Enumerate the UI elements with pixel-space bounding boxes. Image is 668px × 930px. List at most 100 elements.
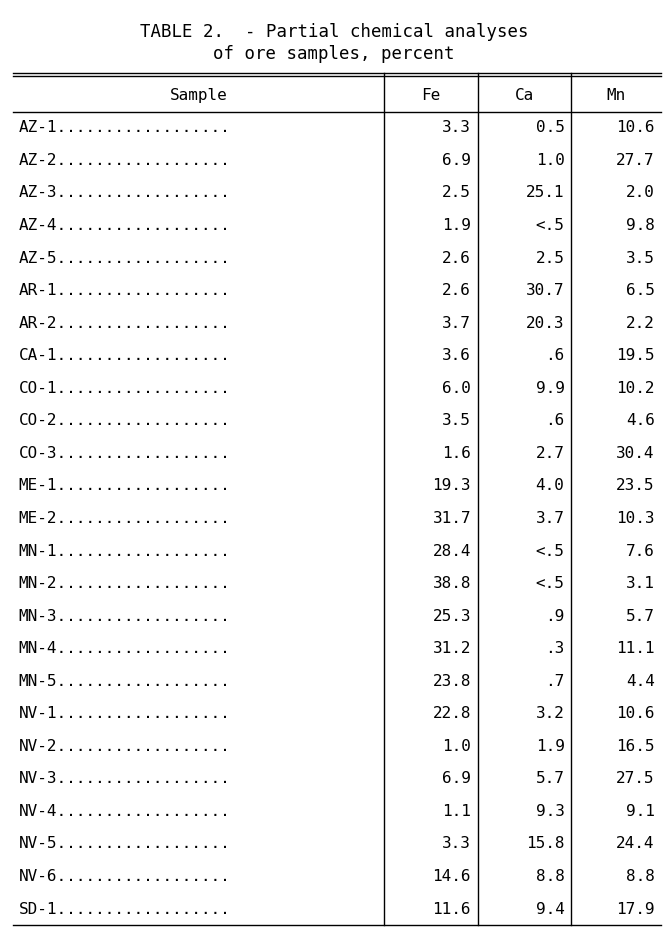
Text: 25.1: 25.1 — [526, 185, 564, 201]
Text: 3.5: 3.5 — [442, 413, 471, 429]
Text: NV-4..................: NV-4.................. — [19, 804, 230, 819]
Text: 5.7: 5.7 — [536, 771, 564, 787]
Text: 19.3: 19.3 — [432, 478, 471, 494]
Text: 9.9: 9.9 — [536, 380, 564, 396]
Text: AZ-4..................: AZ-4.................. — [19, 218, 230, 233]
Text: Mn: Mn — [607, 87, 626, 103]
Text: ME-2..................: ME-2.................. — [19, 511, 230, 526]
Text: CO-2..................: CO-2.................. — [19, 413, 230, 429]
Text: 11.1: 11.1 — [616, 641, 655, 657]
Text: <.5: <.5 — [536, 576, 564, 591]
Text: 24.4: 24.4 — [616, 836, 655, 852]
Text: 7.6: 7.6 — [626, 543, 655, 559]
Text: 28.4: 28.4 — [432, 543, 471, 559]
Text: MN-2..................: MN-2.................. — [19, 576, 230, 591]
Text: 14.6: 14.6 — [432, 869, 471, 884]
Text: 30.4: 30.4 — [616, 445, 655, 461]
Text: 2.0: 2.0 — [626, 185, 655, 201]
Text: 30.7: 30.7 — [526, 283, 564, 299]
Text: 23.5: 23.5 — [616, 478, 655, 494]
Text: .7: .7 — [545, 673, 564, 689]
Text: MN-1..................: MN-1.................. — [19, 543, 230, 559]
Text: 2.7: 2.7 — [536, 445, 564, 461]
Text: 4.4: 4.4 — [626, 673, 655, 689]
Text: AZ-1..................: AZ-1.................. — [19, 120, 230, 136]
Text: 6.0: 6.0 — [442, 380, 471, 396]
Text: 10.6: 10.6 — [616, 120, 655, 136]
Text: 16.5: 16.5 — [616, 738, 655, 754]
Text: .6: .6 — [545, 348, 564, 364]
Text: NV-5..................: NV-5.................. — [19, 836, 230, 852]
Text: 17.9: 17.9 — [616, 901, 655, 917]
Text: 9.3: 9.3 — [536, 804, 564, 819]
Text: 3.3: 3.3 — [442, 120, 471, 136]
Text: ME-1..................: ME-1.................. — [19, 478, 230, 494]
Text: Ca: Ca — [515, 87, 534, 103]
Text: NV-3..................: NV-3.................. — [19, 771, 230, 787]
Text: 9.1: 9.1 — [626, 804, 655, 819]
Text: 38.8: 38.8 — [432, 576, 471, 591]
Text: CA-1..................: CA-1.................. — [19, 348, 230, 364]
Text: AR-2..................: AR-2.................. — [19, 315, 230, 331]
Text: <.5: <.5 — [536, 543, 564, 559]
Text: 1.1: 1.1 — [442, 804, 471, 819]
Text: 3.5: 3.5 — [626, 250, 655, 266]
Text: MN-5..................: MN-5.................. — [19, 673, 230, 689]
Text: Sample: Sample — [170, 87, 228, 103]
Text: 1.6: 1.6 — [442, 445, 471, 461]
Text: 8.8: 8.8 — [626, 869, 655, 884]
Text: CO-3..................: CO-3.................. — [19, 445, 230, 461]
Text: <.5: <.5 — [536, 218, 564, 233]
Text: of ore samples, percent: of ore samples, percent — [213, 45, 455, 62]
Text: 6.5: 6.5 — [626, 283, 655, 299]
Text: CO-1..................: CO-1.................. — [19, 380, 230, 396]
Text: 2.2: 2.2 — [626, 315, 655, 331]
Text: .3: .3 — [545, 641, 564, 657]
Text: MN-3..................: MN-3.................. — [19, 608, 230, 624]
Text: NV-6..................: NV-6.................. — [19, 869, 230, 884]
Text: AZ-2..................: AZ-2.................. — [19, 153, 230, 168]
Text: 3.2: 3.2 — [536, 706, 564, 722]
Text: 6.9: 6.9 — [442, 771, 471, 787]
Text: 31.2: 31.2 — [432, 641, 471, 657]
Text: 22.8: 22.8 — [432, 706, 471, 722]
Text: .9: .9 — [545, 608, 564, 624]
Text: NV-1..................: NV-1.................. — [19, 706, 230, 722]
Text: 1.9: 1.9 — [536, 738, 564, 754]
Text: 27.5: 27.5 — [616, 771, 655, 787]
Text: 10.2: 10.2 — [616, 380, 655, 396]
Text: AZ-3..................: AZ-3.................. — [19, 185, 230, 201]
Text: AR-1..................: AR-1.................. — [19, 283, 230, 299]
Text: SD-1..................: SD-1.................. — [19, 901, 230, 917]
Text: MN-4..................: MN-4.................. — [19, 641, 230, 657]
Text: 23.8: 23.8 — [432, 673, 471, 689]
Text: 31.7: 31.7 — [432, 511, 471, 526]
Text: 2.5: 2.5 — [442, 185, 471, 201]
Text: 0.5: 0.5 — [536, 120, 564, 136]
Text: 11.6: 11.6 — [432, 901, 471, 917]
Text: NV-2..................: NV-2.................. — [19, 738, 230, 754]
Text: 8.8: 8.8 — [536, 869, 564, 884]
Text: 27.7: 27.7 — [616, 153, 655, 168]
Text: 2.5: 2.5 — [536, 250, 564, 266]
Text: 19.5: 19.5 — [616, 348, 655, 364]
Text: 2.6: 2.6 — [442, 250, 471, 266]
Text: Fe: Fe — [422, 87, 440, 103]
Text: 9.8: 9.8 — [626, 218, 655, 233]
Text: 3.6: 3.6 — [442, 348, 471, 364]
Text: 3.1: 3.1 — [626, 576, 655, 591]
Text: 15.8: 15.8 — [526, 836, 564, 852]
Text: TABLE 2.  - Partial chemical analyses: TABLE 2. - Partial chemical analyses — [140, 23, 528, 41]
Text: 5.7: 5.7 — [626, 608, 655, 624]
Text: 4.6: 4.6 — [626, 413, 655, 429]
Text: 1.9: 1.9 — [442, 218, 471, 233]
Text: .6: .6 — [545, 413, 564, 429]
Text: 2.6: 2.6 — [442, 283, 471, 299]
Text: 25.3: 25.3 — [432, 608, 471, 624]
Text: 4.0: 4.0 — [536, 478, 564, 494]
Text: 3.7: 3.7 — [442, 315, 471, 331]
Text: 1.0: 1.0 — [536, 153, 564, 168]
Text: 10.3: 10.3 — [616, 511, 655, 526]
Text: 20.3: 20.3 — [526, 315, 564, 331]
Text: AZ-5..................: AZ-5.................. — [19, 250, 230, 266]
